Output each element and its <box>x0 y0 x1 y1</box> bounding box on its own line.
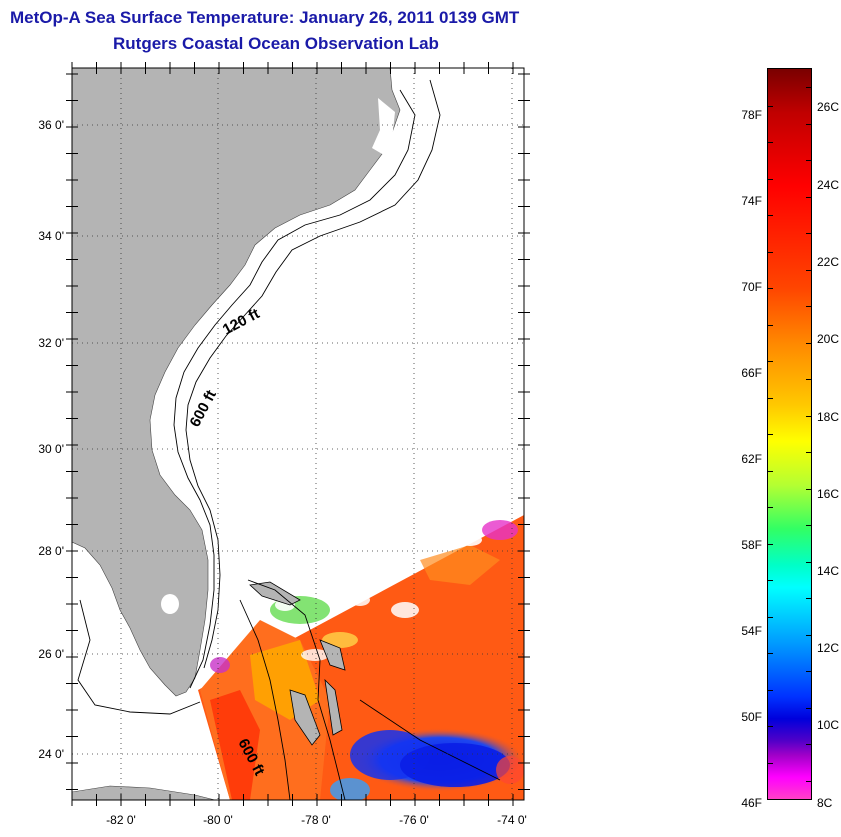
lat-label-34: 34 0' <box>38 229 64 243</box>
colorbar-label-10c: 10C <box>817 718 840 732</box>
colorbar-label-46f: 46F <box>741 796 762 810</box>
colorbar-tick <box>768 689 773 691</box>
colorbar-tick <box>806 598 811 600</box>
land-mass-cuba <box>72 785 216 800</box>
temperature-colorbar <box>767 68 812 800</box>
bahamas-islands <box>249 581 346 746</box>
colorbar-label-58f: 58F <box>741 538 762 552</box>
colorbar-tick <box>768 726 773 727</box>
colorbar-tick <box>806 452 811 454</box>
colorbar-label-54f: 54F <box>741 624 762 638</box>
lat-label-36: 36 0' <box>38 118 64 132</box>
colorbar-tick <box>806 488 811 490</box>
lon-label-82: -82 0' <box>106 813 136 827</box>
colorbar-label-16c: 16C <box>817 487 840 501</box>
lat-label-24: 24 0' <box>38 747 64 761</box>
colorbar-tick <box>768 507 773 508</box>
colorbar-tick <box>806 87 811 89</box>
colorbar-tick <box>768 397 773 399</box>
colorbar-label-50f: 50F <box>741 710 762 724</box>
colorbar-tick <box>806 671 811 673</box>
map-grid <box>72 68 524 800</box>
colorbar-tick <box>768 470 773 472</box>
colorbar-tick <box>806 196 811 198</box>
colorbar-tick <box>768 580 773 581</box>
map-frame <box>71 67 525 801</box>
land-mass-us <box>72 68 401 697</box>
colorbar-label-18c: 18C <box>817 410 840 424</box>
lat-label-30: 30 0' <box>38 442 64 456</box>
colorbar-label-14c: 14C <box>817 564 840 578</box>
bathymetry-contours <box>77 79 501 800</box>
colorbar-tick <box>806 634 811 636</box>
colorbar-label-70f: 70F <box>741 280 762 294</box>
colorbar-tick <box>806 525 811 527</box>
pamlico-sound <box>372 98 395 155</box>
colorbar-tick <box>768 105 773 107</box>
lon-label-80: -80 0' <box>203 813 233 827</box>
sst-map: 120 ft 600 ft 600 ft <box>66 62 530 806</box>
colorbar-label-24c: 24C <box>817 178 840 192</box>
colorbar-tick <box>768 324 773 326</box>
colorbar-tick <box>806 269 811 271</box>
map-subtitle: Rutgers Coastal Ocean Observation Lab <box>113 34 439 53</box>
colorbar-label-66f: 66F <box>741 366 762 380</box>
colorbar-tick <box>806 561 811 563</box>
colorbar-tick <box>806 744 811 746</box>
lake-okeechobee <box>161 594 179 614</box>
colorbar-tick <box>806 780 811 782</box>
colorbar-label-20c: 20C <box>817 332 840 346</box>
colorbar-tick <box>768 653 773 654</box>
colorbar-tick <box>768 288 773 289</box>
colorbar-tick <box>806 379 811 381</box>
colorbar-label-62f: 62F <box>741 452 762 466</box>
colorbar-label-8c: 8C <box>817 796 833 810</box>
colorbar-tick <box>768 215 773 216</box>
colorbar-tick <box>806 123 811 125</box>
colorbar-label-26c: 26C <box>817 100 840 114</box>
lat-label-32: 32 0' <box>38 336 64 350</box>
colorbar-tick <box>768 361 773 362</box>
lat-label-28: 28 0' <box>38 544 64 558</box>
colorbar-tick <box>768 434 773 435</box>
colorbar-tick <box>768 178 773 180</box>
lat-label-26: 26 0' <box>38 647 64 661</box>
colorbar-label-22c: 22C <box>817 255 840 269</box>
lon-label-76: -76 0' <box>399 813 429 827</box>
colorbar-label-74f: 74F <box>741 194 762 208</box>
map-title: MetOp-A Sea Surface Temperature: January… <box>10 8 520 27</box>
colorbar-tick <box>768 543 773 545</box>
colorbar-tick <box>768 251 773 253</box>
colorbar-tick <box>806 160 811 162</box>
colorbar-tick <box>768 762 773 764</box>
lon-label-78: -78 0' <box>301 813 331 827</box>
colorbar-tick <box>806 306 811 308</box>
colorbar-tick <box>768 616 773 618</box>
colorbar-label-12c: 12C <box>817 641 840 655</box>
colorbar-tick <box>768 142 773 143</box>
map-ticks <box>66 62 530 806</box>
colorbar-tick <box>806 415 811 417</box>
colorbar-tick <box>806 707 811 709</box>
colorbar-label-78f: 78F <box>741 108 762 122</box>
colorbar-tick <box>806 233 811 235</box>
colorbar-tick <box>806 342 811 344</box>
lon-label-74: -74 0' <box>497 813 527 827</box>
